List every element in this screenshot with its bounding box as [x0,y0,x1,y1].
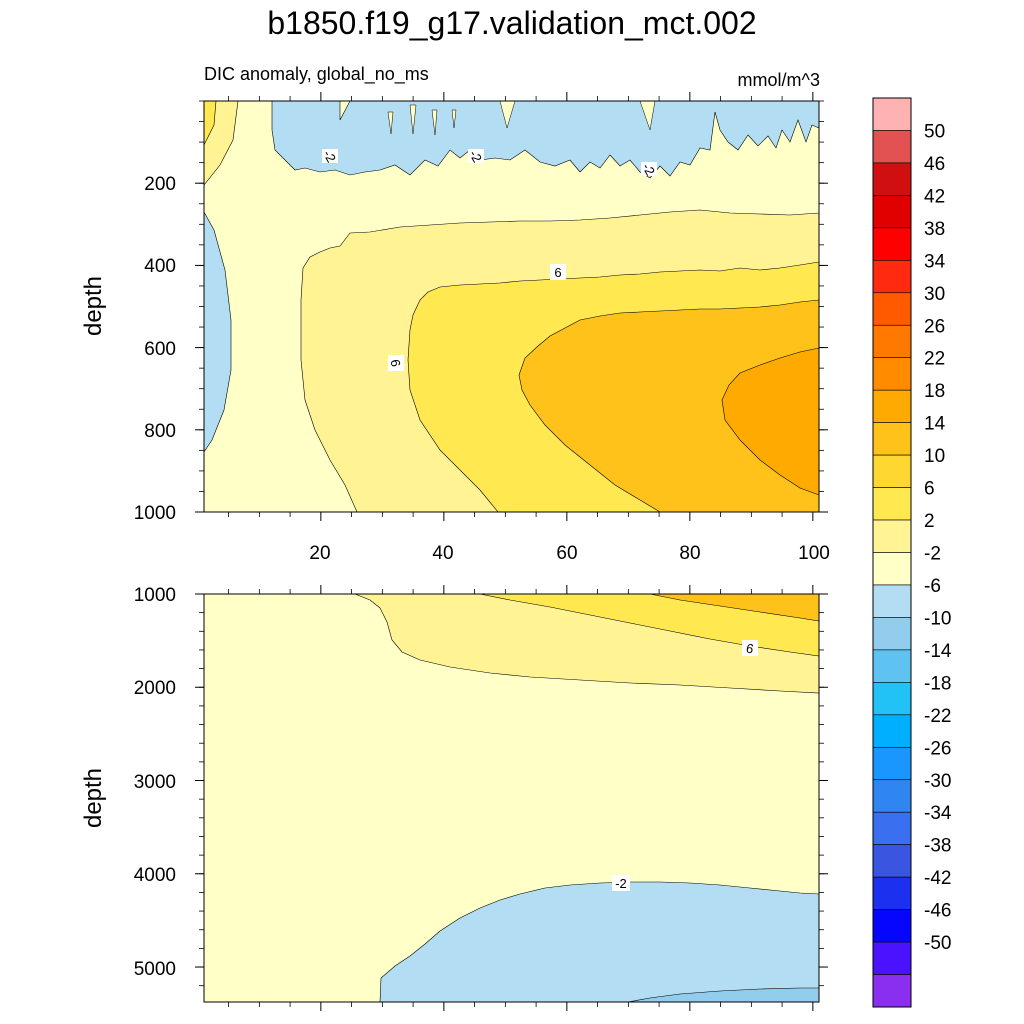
top-contour-label-5: 6 [387,358,403,368]
top-region-neg2-2 [203,100,820,513]
colorbar-swatch [872,357,912,391]
top-region-neg6-neg2-surface [271,100,820,179]
colorbar-swatch [872,714,912,748]
top-x-ticklabels: 20 40 60 80 100 [309,543,829,564]
colorbar-label: 38 [924,219,945,240]
colorbar-swatch [872,324,912,359]
top-y-ticklabels: 200 400 600 800 1000 [134,174,176,524]
colorbar-swatch [872,974,912,1008]
colorbar-swatch [872,779,912,813]
top-region-neg6-neg2-left [203,210,232,453]
top-x-tick-40: 40 [432,543,453,564]
colorbar-swatch [872,292,912,326]
colorbar-swatch [872,519,912,553]
colorbar-label: -14 [924,641,952,662]
chart-units: mmol/m^3 [738,70,820,90]
colorbar-swatch [872,649,912,683]
colorbar-swatch [872,844,912,878]
colorbar-swatch [872,876,912,910]
colorbar-label: -22 [924,706,951,727]
top-region-14-18 [721,347,820,496]
bottom-y-ticklabels: 1000 2000 3000 4000 5000 [134,585,176,980]
chart-subtitle-left: DIC anomaly, global_no_ms [204,64,429,85]
top-contour-labels: -2 -2 -2 6 6 [320,147,658,371]
top-x-tick-20: 20 [309,543,330,564]
colorbar-swatch [872,811,912,845]
colorbar-label: -34 [924,803,952,824]
chart-title: b1850.f19_g17.validation_mct.002 [267,5,756,41]
colorbar-swatch [872,941,912,975]
colorbar-label: 26 [924,316,945,337]
top-y-tick-400: 400 [144,256,176,277]
colorbar-label: -38 [924,836,951,857]
colorbar-swatch [872,909,912,943]
colorbar-label: 50 [924,121,945,142]
colorbar-label: -18 [924,673,951,694]
top-y-tick-1000: 1000 [134,503,176,524]
colorbar-label: -50 [924,933,951,954]
bottom-contour-label-1: 6 [745,640,755,656]
colorbar-swatch [872,97,912,131]
colorbar-swatch [872,227,912,261]
top-y-tick-200: 200 [144,174,176,195]
bottom-y-axis-label: depth [80,768,107,828]
colorbar-label: 42 [924,186,945,207]
colorbar-swatch [872,584,912,618]
colorbar-label: -6 [924,576,941,597]
colorbar-label: 6 [924,479,935,500]
colorbar-swatch [872,195,912,229]
colorbar-swatch [872,454,912,488]
bottom-region-neg6-neg2 [379,881,820,1003]
colorbar-label: 10 [924,446,945,467]
colorbar-label: -26 [924,738,951,759]
bottom-axis-ticks [195,585,828,1011]
colorbar-label: -46 [924,901,951,922]
colorbar-swatch [872,162,912,196]
colorbar-swatch [872,130,912,164]
bottom-contour-labels: 6 -2 [612,640,758,891]
top-y-tick-800: 800 [144,421,176,442]
colorbar-label: 30 [924,284,945,305]
bottom-y-tick-3000: 3000 [134,772,176,793]
bottom-y-tick-5000: 5000 [134,959,176,980]
colorbar-swatch [872,552,912,586]
colorbar-label: 18 [924,381,945,402]
colorbar-label: -42 [924,868,951,889]
bottom-panel [203,593,820,1003]
top-x-tick-100: 100 [798,543,830,564]
colorbar-swatch [872,682,912,716]
bottom-y-tick-4000: 4000 [134,865,176,886]
colorbar-label: 46 [924,154,945,175]
colorbar-label: -10 [924,608,951,629]
colorbar-label: 22 [924,349,945,370]
colorbar-swatch [872,422,912,456]
colorbar-swatch [872,617,912,651]
colorbar-label: -30 [924,771,951,792]
bottom-y-tick-2000: 2000 [134,678,176,699]
colorbar-label: 14 [924,414,946,435]
top-x-tick-80: 80 [679,543,700,564]
colorbar-swatch [872,487,912,521]
bottom-contour-label-2: -2 [615,876,627,891]
colorbar-swatch [872,389,912,423]
top-region-10-14 [518,299,820,513]
colorbar-label: 2 [924,511,935,532]
top-x-tick-60: 60 [556,543,577,564]
colorbar-swatch [872,260,912,294]
top-axis-ticks [195,92,828,521]
colorbar: 50 46 42 38 34 30 26 22 18 14 10 6 2 -2 -6 -10 -14 -18 -22… [872,97,952,1008]
top-contour-label-4: 6 [554,265,561,280]
colorbar-swatch [872,746,912,781]
bottom-y-tick-1000: 1000 [134,585,176,606]
top-y-tick-600: 600 [144,339,176,360]
top-y-axis-label: depth [80,276,107,336]
colorbar-label: -2 [924,544,941,565]
colorbar-label: 34 [924,251,946,272]
top-panel [203,100,820,513]
